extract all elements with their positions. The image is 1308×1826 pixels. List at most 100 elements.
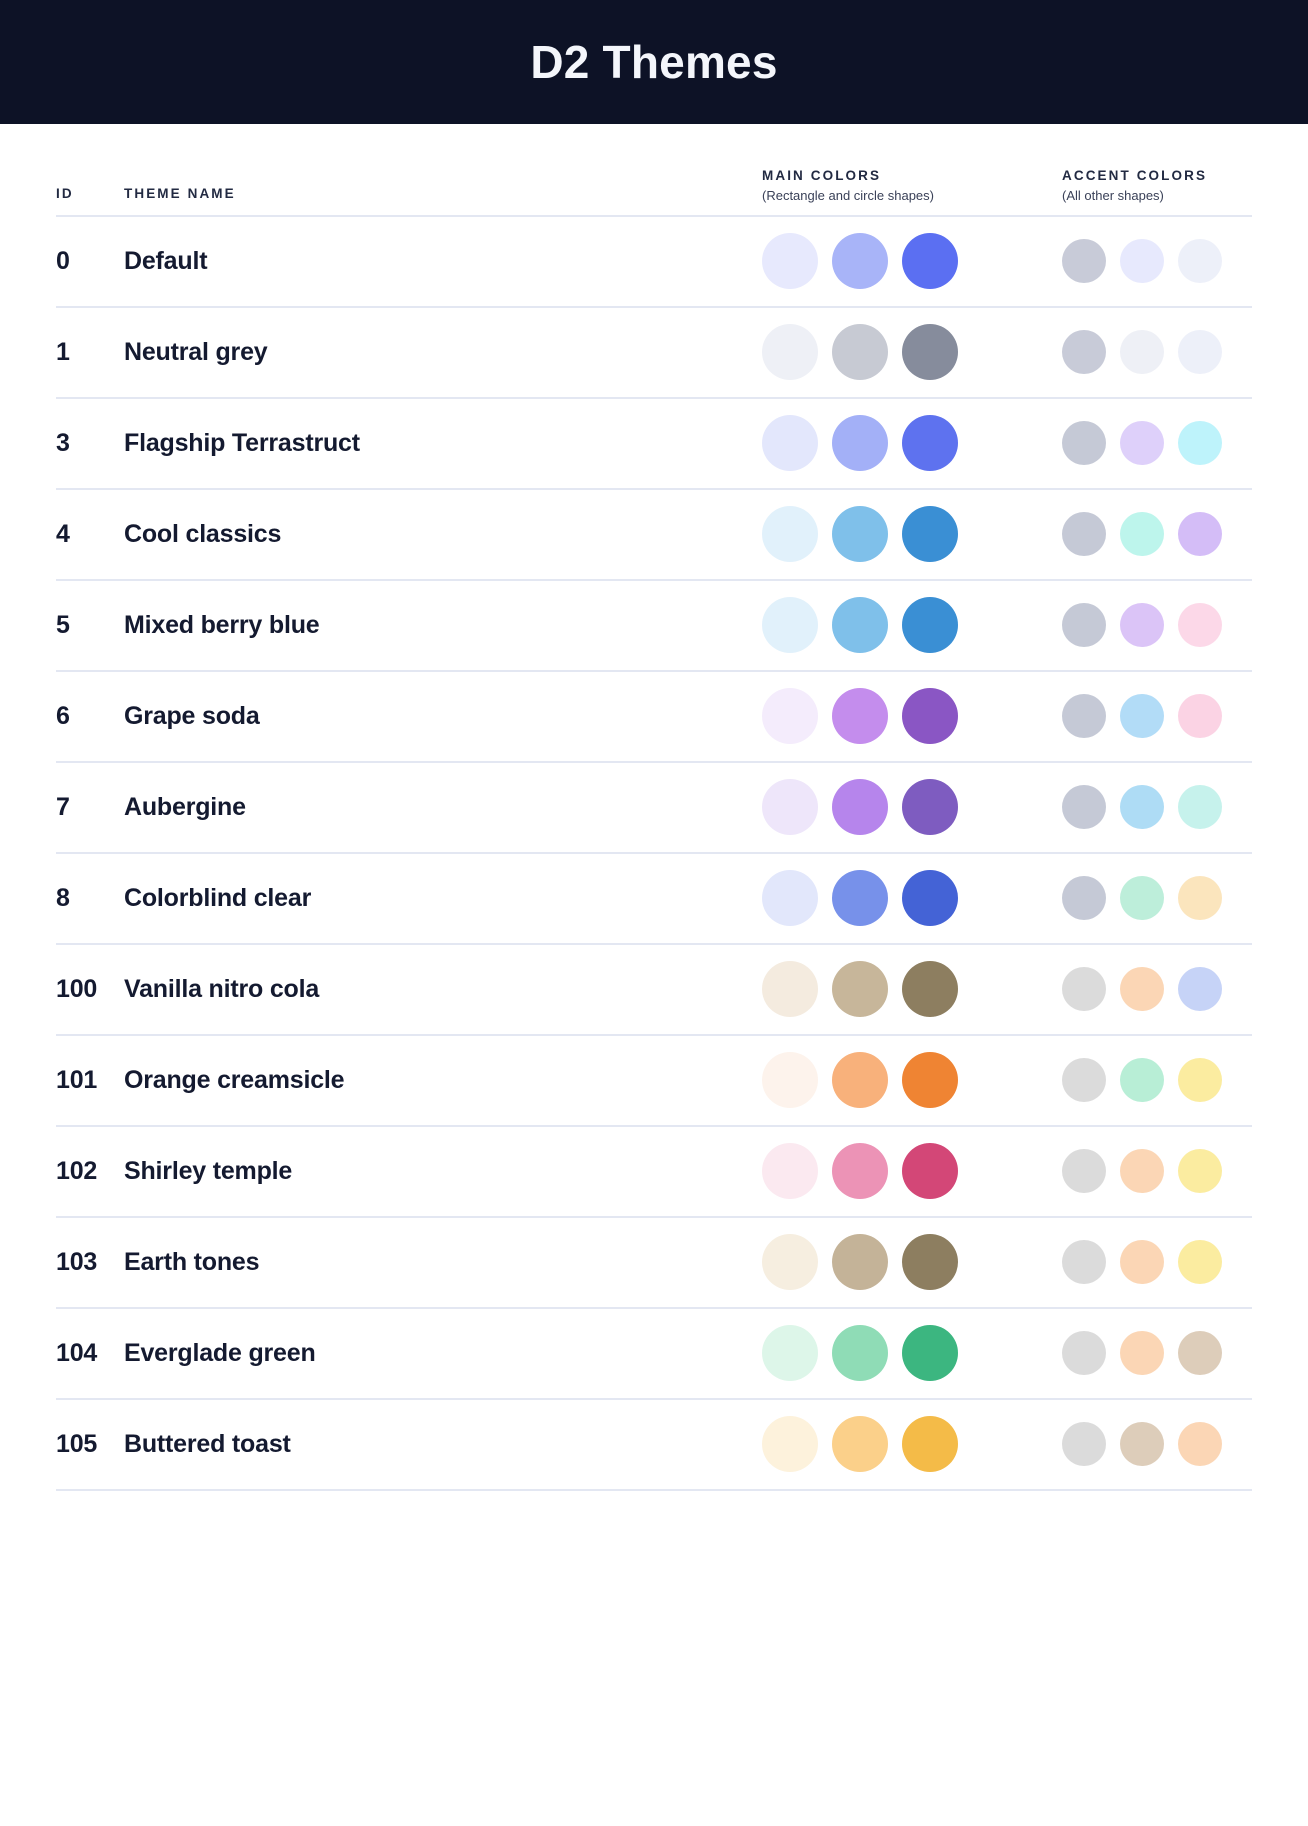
- table-row[interactable]: 104 Everglade green: [56, 1309, 1252, 1400]
- table-row[interactable]: 101 Orange creamsicle: [56, 1036, 1252, 1127]
- main-color-swatch-3: [902, 415, 958, 472]
- table-row[interactable]: 4 Cool classics: [56, 490, 1252, 581]
- theme-name: Default: [124, 246, 208, 275]
- theme-id: 103: [56, 1247, 98, 1276]
- accent-color-swatch-1: [1062, 421, 1106, 466]
- column-header-accent-colors: ACCENT COLORS (All other shapes): [1062, 168, 1252, 203]
- accent-color-swatch-1: [1062, 785, 1106, 830]
- accent-color-swatches: [1062, 967, 1252, 1012]
- main-color-swatches: [762, 1143, 1062, 1200]
- accent-color-swatch-2: [1120, 239, 1164, 284]
- theme-id: 7: [56, 792, 70, 821]
- main-color-swatches: [762, 233, 1062, 290]
- main-color-swatch-3: [902, 597, 958, 654]
- accent-color-swatch-2: [1120, 785, 1164, 830]
- accent-color-swatch-1: [1062, 603, 1106, 648]
- main-color-swatch-2: [832, 870, 888, 927]
- table-header-row: ID THEME NAME MAIN COLORS (Rectangle and…: [56, 168, 1252, 217]
- main-color-swatch-2: [832, 233, 888, 290]
- main-color-swatch-2: [832, 1234, 888, 1291]
- accent-color-swatch-3: [1178, 421, 1222, 466]
- table-row[interactable]: 105 Buttered toast: [56, 1400, 1252, 1491]
- table-row[interactable]: 103 Earth tones: [56, 1218, 1252, 1309]
- main-color-swatch-2: [832, 1143, 888, 1200]
- main-color-swatches: [762, 1325, 1062, 1382]
- main-color-swatch-1: [762, 1052, 818, 1109]
- main-color-swatch-3: [902, 506, 958, 563]
- main-color-swatches: [762, 779, 1062, 836]
- main-color-swatch-2: [832, 688, 888, 745]
- accent-color-swatch-1: [1062, 876, 1106, 921]
- accent-color-swatch-2: [1120, 1422, 1164, 1467]
- accent-color-swatch-2: [1120, 694, 1164, 739]
- accent-color-swatch-1: [1062, 1058, 1106, 1103]
- main-color-swatch-1: [762, 1325, 818, 1382]
- accent-color-swatches: [1062, 1240, 1252, 1285]
- accent-color-swatch-3: [1178, 694, 1222, 739]
- main-color-swatch-1: [762, 1234, 818, 1291]
- accent-color-swatches: [1062, 1331, 1252, 1376]
- main-color-swatch-3: [902, 1416, 958, 1473]
- accent-color-swatch-3: [1178, 1058, 1222, 1103]
- theme-id: 104: [56, 1338, 98, 1367]
- accent-color-swatches: [1062, 421, 1252, 466]
- column-header-accent-colors-subtitle: (All other shapes): [1062, 187, 1164, 203]
- main-color-swatch-1: [762, 324, 818, 381]
- accent-color-swatch-2: [1120, 1331, 1164, 1376]
- accent-color-swatches: [1062, 603, 1252, 648]
- main-color-swatch-3: [902, 233, 958, 290]
- accent-color-swatches: [1062, 1149, 1252, 1194]
- table-row[interactable]: 100 Vanilla nitro cola: [56, 945, 1252, 1036]
- theme-name: Buttered toast: [124, 1429, 291, 1458]
- table-row[interactable]: 7 Aubergine: [56, 763, 1252, 854]
- accent-color-swatch-3: [1178, 1240, 1222, 1285]
- theme-name: Orange creamsicle: [124, 1065, 345, 1094]
- accent-color-swatch-1: [1062, 512, 1106, 557]
- accent-color-swatch-1: [1062, 967, 1106, 1012]
- theme-name: Neutral grey: [124, 337, 268, 366]
- accent-color-swatches: [1062, 1422, 1252, 1467]
- main-color-swatch-2: [832, 324, 888, 381]
- main-color-swatches: [762, 597, 1062, 654]
- theme-name: Colorblind clear: [124, 883, 312, 912]
- accent-color-swatch-1: [1062, 330, 1106, 375]
- accent-color-swatch-1: [1062, 1331, 1106, 1376]
- main-color-swatches: [762, 415, 1062, 472]
- table-row[interactable]: 3 Flagship Terrastruct: [56, 399, 1252, 490]
- accent-color-swatch-2: [1120, 1058, 1164, 1103]
- main-color-swatch-1: [762, 506, 818, 563]
- main-color-swatch-1: [762, 233, 818, 290]
- accent-color-swatches: [1062, 785, 1252, 830]
- accent-color-swatch-2: [1120, 421, 1164, 466]
- table-row[interactable]: 102 Shirley temple: [56, 1127, 1252, 1218]
- main-color-swatch-2: [832, 597, 888, 654]
- main-color-swatches: [762, 1416, 1062, 1473]
- main-color-swatch-1: [762, 779, 818, 836]
- column-header-theme-name-label: THEME NAME: [124, 186, 236, 201]
- column-header-main-colors-subtitle: (Rectangle and circle shapes): [762, 187, 934, 203]
- table-row[interactable]: 5 Mixed berry blue: [56, 581, 1252, 672]
- main-color-swatches: [762, 1234, 1062, 1291]
- theme-name: Flagship Terrastruct: [124, 428, 360, 457]
- theme-name: Grape soda: [124, 701, 260, 730]
- main-color-swatch-3: [902, 1234, 958, 1291]
- accent-color-swatch-2: [1120, 512, 1164, 557]
- main-color-swatch-2: [832, 1416, 888, 1473]
- column-header-theme-name: THEME NAME: [124, 186, 762, 203]
- accent-color-swatches: [1062, 330, 1252, 375]
- main-color-swatch-2: [832, 961, 888, 1018]
- themes-sheet: ID THEME NAME MAIN COLORS (Rectangle and…: [0, 168, 1308, 1491]
- accent-color-swatch-3: [1178, 330, 1222, 375]
- table-row[interactable]: 6 Grape soda: [56, 672, 1252, 763]
- accent-color-swatch-2: [1120, 330, 1164, 375]
- table-row[interactable]: 8 Colorblind clear: [56, 854, 1252, 945]
- main-color-swatch-1: [762, 1416, 818, 1473]
- main-color-swatch-3: [902, 1052, 958, 1109]
- table-row[interactable]: 0 Default: [56, 217, 1252, 308]
- main-color-swatch-3: [902, 961, 958, 1018]
- theme-id: 8: [56, 883, 70, 912]
- column-header-main-colors-label: MAIN COLORS: [762, 168, 882, 183]
- table-row[interactable]: 1 Neutral grey: [56, 308, 1252, 399]
- main-color-swatch-3: [902, 688, 958, 745]
- main-color-swatch-2: [832, 779, 888, 836]
